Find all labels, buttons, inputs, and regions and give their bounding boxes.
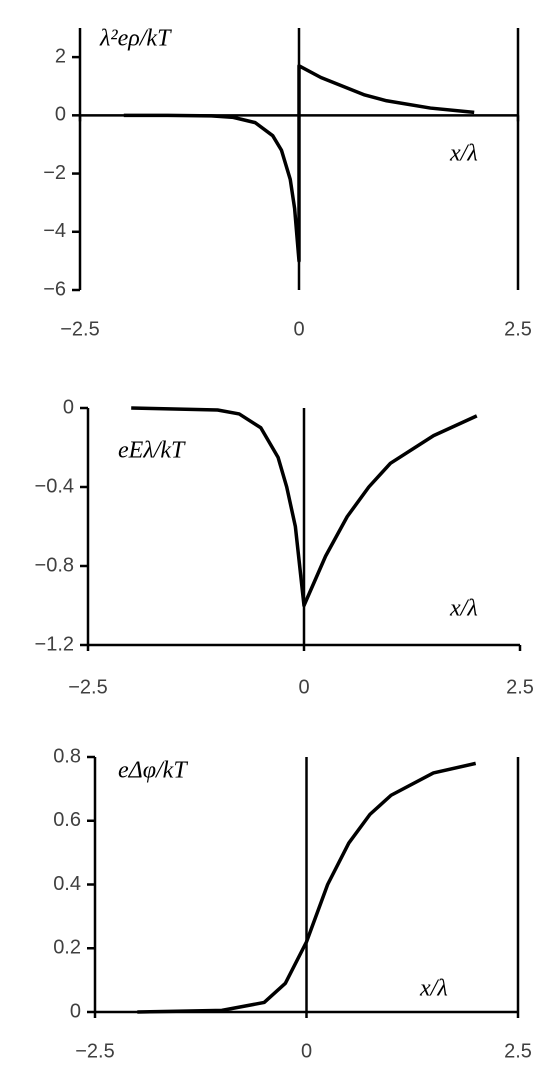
y-tick-label: 0.8 — [53, 745, 81, 767]
y-tick-label: −4 — [43, 220, 66, 242]
x-tick-label: −2.5 — [75, 1040, 114, 1062]
y-tick-label: −0.4 — [35, 475, 74, 497]
x-tick-label: 2.5 — [504, 318, 532, 340]
annotation: x/λ — [419, 976, 448, 1002]
x-tick-label: 0 — [298, 676, 309, 698]
y-tick-label: 0.6 — [53, 809, 81, 831]
data-line — [131, 406, 478, 608]
y-tick-label: 0 — [70, 1000, 81, 1022]
x-tick-label: 2.5 — [504, 1040, 532, 1062]
annotation: eEλ/kT — [118, 438, 186, 464]
y-tick-label: −2 — [43, 162, 66, 184]
x-tick-label: 2.5 — [506, 676, 534, 698]
annotation: λ²eρ/kT — [99, 26, 172, 52]
x-tick-label: 0 — [293, 318, 304, 340]
y-tick-label: −1.2 — [35, 633, 74, 655]
y-tick-label: 2 — [55, 45, 66, 67]
y-tick-label: −0.8 — [35, 554, 74, 576]
y-tick-label: 0.2 — [53, 937, 81, 959]
x-tick-label: 0 — [301, 1040, 312, 1062]
x-tick-label: −2.5 — [68, 676, 107, 698]
y-tick-label: 0.4 — [53, 873, 81, 895]
y-tick-label: −6 — [43, 278, 66, 300]
data-line — [137, 761, 477, 1014]
y-tick-label: 0 — [63, 396, 74, 418]
annotation: eΔφ/kT — [118, 758, 188, 784]
x-tick-label: −2.5 — [60, 318, 99, 340]
annotation: x/λ — [449, 596, 478, 622]
data-line — [123, 64, 475, 263]
annotation: x/λ — [449, 141, 478, 167]
y-tick-label: 0 — [55, 104, 66, 126]
